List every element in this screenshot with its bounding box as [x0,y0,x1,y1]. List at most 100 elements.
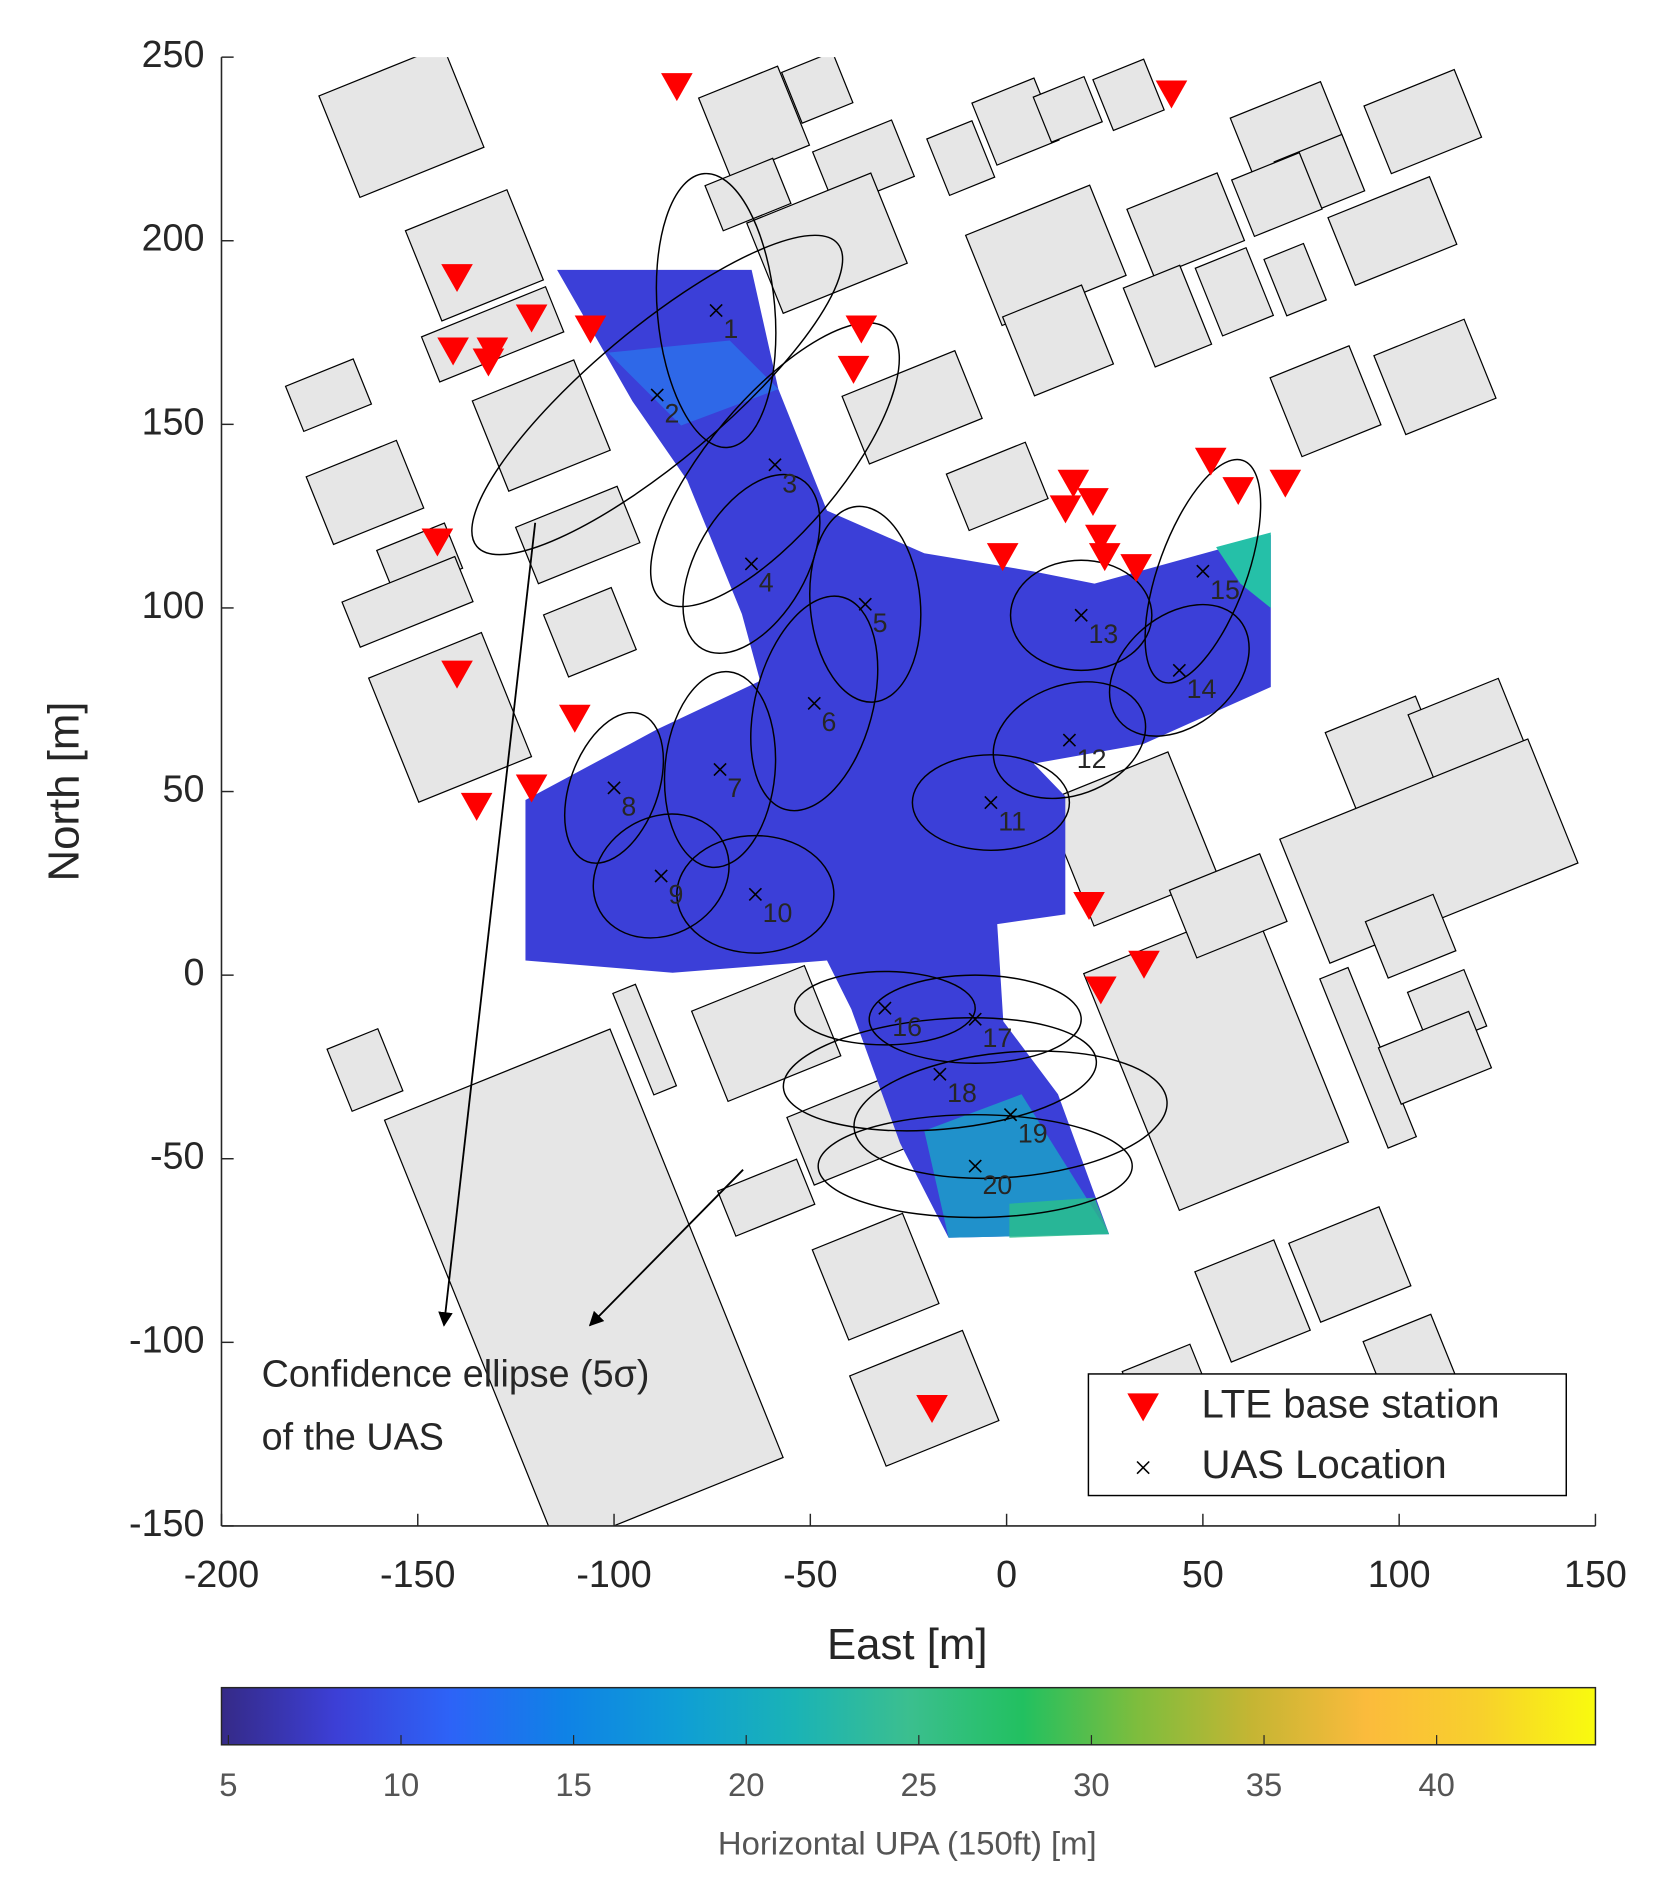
base-station [986,543,1019,572]
building [1373,318,1497,436]
building [612,983,678,1096]
building [404,188,545,322]
building [471,359,612,492]
uas-location [713,762,727,777]
legend-marker [1136,1460,1150,1475]
building [284,358,373,433]
building [1288,1206,1412,1323]
uas-location [858,597,872,611]
uas-location [744,557,759,571]
building [704,157,792,232]
point-label: 7 [727,773,742,803]
legend-box [1087,1373,1567,1497]
base-station [1155,80,1188,109]
building [305,439,425,546]
base-station [1128,950,1160,979]
uas-location [1074,608,1088,622]
base-station [515,304,548,333]
uas-location [607,781,621,795]
confidence-ellipse [1009,559,1153,672]
uas-location [654,869,668,883]
building [1082,904,1350,1212]
x-tick-label: -150 [380,1553,455,1595]
point-label: 10 [763,898,793,928]
uas-location [709,303,723,318]
building [367,631,533,803]
coverage-patch [1009,1197,1110,1238]
building [1126,172,1246,278]
building [383,1028,784,1526]
confidence-ellipse [782,1017,1098,1132]
building [1364,893,1457,979]
confidence-ellipse [809,505,922,703]
point-label: 9 [668,880,683,910]
confidence-ellipse [663,670,777,869]
building [1122,264,1213,368]
base-station [441,660,473,689]
base-station [1085,976,1117,1005]
confidence-ellipse [750,595,879,812]
colorbar-tick-label: 20 [728,1766,765,1803]
building [1363,68,1483,175]
annotation-arrow [438,522,537,1327]
uas-location [768,458,782,472]
building [514,485,641,585]
building [745,172,909,315]
confidence-ellipse [853,1050,1168,1180]
building [716,1158,816,1237]
point-label: 20 [982,1170,1012,1200]
base-station [661,73,693,102]
point-label: 4 [759,568,774,598]
building [1001,284,1115,397]
legend-marker [1127,1393,1159,1422]
colorbar [220,1686,1597,1746]
confidence-ellipse [649,322,901,608]
y-tick-label: -150 [129,1502,204,1544]
x-tick-label: 150 [1564,1553,1627,1595]
building [1194,246,1275,337]
legend-label: UAS Location [1201,1442,1446,1487]
annotation: of the UAS [262,1416,444,1458]
building [780,57,854,124]
base-station [1222,477,1255,506]
x-tick-label: 50 [1182,1553,1224,1595]
base-station [1077,488,1109,517]
base-station [558,704,591,733]
point-label: 18 [947,1078,977,1108]
colorbar-tick-label: 10 [383,1766,420,1803]
colorbar-tick-label: 30 [1073,1766,1110,1803]
y-tick-label: 100 [142,584,205,626]
point-label: 19 [1018,1118,1048,1148]
building [1327,175,1458,287]
y-tick-label: -100 [129,1318,204,1360]
base-station [845,315,878,344]
base-station [574,315,607,344]
base-station [837,355,870,384]
point-label: 2 [665,399,680,429]
base-station [1088,543,1121,572]
y-tick-label: 150 [142,400,205,442]
base-station [1269,469,1302,498]
y-tick-label: 0 [183,951,204,993]
building [926,119,996,197]
uas-location [650,388,664,402]
confidence-ellipse [563,711,665,864]
base-station [437,337,469,366]
confidence-ellipse [655,172,777,449]
building [542,586,638,678]
base-station [1073,891,1105,920]
confidence-ellipse [868,974,1082,1064]
base-station [472,348,505,377]
base-station [1120,554,1152,583]
point-label: 1 [723,314,738,344]
uas-location [1172,663,1186,678]
base-station [1085,524,1117,553]
colorbar-label: Horizontal UPA (150ft) [m] [718,1824,1097,1861]
building [945,441,1049,532]
building [811,1212,940,1341]
y-axis-label: North [m] [40,702,89,882]
confidence-ellipse [682,473,821,654]
confidence-ellipse [793,970,976,1046]
